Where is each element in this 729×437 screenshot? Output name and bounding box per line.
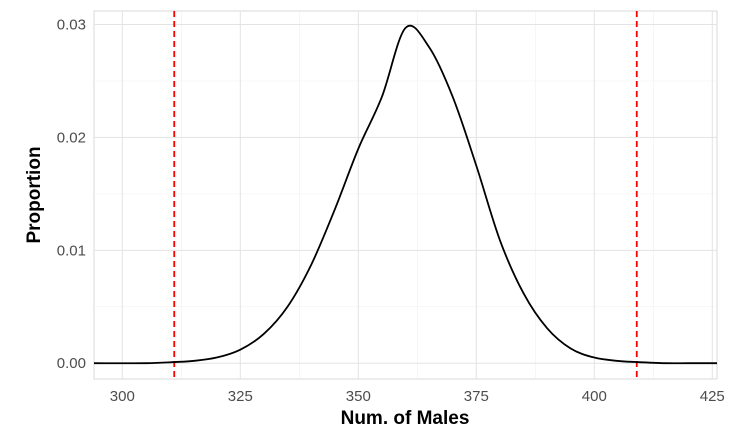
x-tick-label: 375 — [464, 388, 489, 405]
y-tick-labels: 0.00 0.01 0.02 0.03 — [57, 17, 86, 373]
minor-gridlines — [94, 11, 717, 379]
x-tick-label: 350 — [346, 388, 371, 405]
series-layer — [93, 24, 717, 365]
y-tick-label: 0.00 — [57, 355, 86, 372]
x-tick-labels: 300 325 350 375 400 425 — [110, 388, 725, 405]
distribution-curve — [93, 24, 717, 365]
x-tick-label: 300 — [110, 388, 135, 405]
x-axis-title: Num. of Males — [341, 408, 470, 429]
plot-panel — [93, 10, 718, 380]
x-tick-label: 425 — [700, 388, 725, 405]
y-tick-label: 0.03 — [57, 17, 86, 34]
major-gridlines — [94, 11, 717, 379]
y-tick-label: 0.02 — [57, 129, 86, 146]
reference-lines — [173, 11, 638, 379]
x-tick-label: 400 — [582, 388, 607, 405]
y-tick-label: 0.01 — [57, 242, 86, 259]
y-axis-title: Proportion — [24, 146, 45, 243]
x-tick-label: 325 — [228, 388, 253, 405]
